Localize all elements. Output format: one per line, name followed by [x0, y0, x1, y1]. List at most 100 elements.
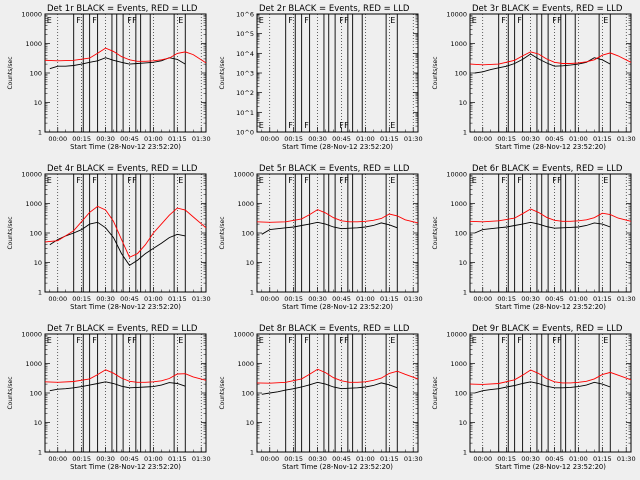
event-marker: F — [76, 336, 81, 345]
event-marker: F — [132, 336, 137, 345]
event-marker: F — [288, 176, 293, 185]
y-axis-label: Counts/sec — [219, 216, 226, 249]
y-axis-label: Counts/sec — [7, 376, 14, 409]
event-marker: F — [304, 176, 309, 185]
event-marker: F — [552, 176, 557, 185]
event-marker: F — [339, 176, 344, 185]
x-tick-label: 00:00 — [260, 455, 279, 463]
x-tick-label: 00:30 — [308, 135, 327, 143]
y-tick-label: 10 — [246, 259, 254, 267]
event-marker: F — [92, 176, 97, 185]
panel-det-9r: Det 9r BLACK = Events, RED = LLD Counts/s… — [432, 324, 636, 471]
panel-title: Det 7r BLACK = Events, RED = LLD — [47, 324, 198, 334]
panel-det-1r: Det 1r BLACK = Events, RED = LLD Counts/s… — [7, 4, 211, 151]
x-tick-label: 00:45 — [545, 135, 564, 143]
event-marker: F — [76, 16, 81, 25]
plot-frame — [469, 13, 632, 133]
event-marker: F — [552, 336, 557, 345]
series-line-events — [49, 221, 186, 267]
x-tick-label: 00:00 — [48, 295, 67, 303]
y-tick-label: 10 — [34, 419, 42, 427]
event-marker: E — [603, 176, 608, 185]
series-line-events — [49, 381, 186, 392]
event-marker: E — [390, 16, 395, 25]
series-line-lld — [256, 209, 419, 224]
y-tick-label: 10 — [459, 99, 467, 107]
x-axis-label: Start Time (28-Nov-12 23:52:20) — [70, 463, 181, 471]
y-tick-label: 100 — [455, 230, 467, 238]
x-axis-label: Start Time (28-Nov-12 23:52:20) — [282, 463, 393, 471]
y-tick-label: 1 — [250, 289, 254, 297]
event-marker: F — [304, 336, 309, 345]
y-axis-label: Counts/sec — [219, 376, 226, 409]
x-tick-label: 00:15 — [284, 295, 303, 303]
y-tick-label: 100 — [30, 70, 42, 78]
series-line-lld — [469, 51, 632, 66]
y-tick-label: 100 — [242, 390, 254, 398]
y-tick-label: 10000 — [446, 171, 467, 179]
y-tick-label: 1 — [463, 289, 467, 297]
x-tick-label: 01:00 — [569, 295, 588, 303]
y-tick-label: 1000 — [237, 360, 254, 368]
y-tick-label: 10^0 — [236, 129, 254, 137]
x-tick-label: 00:45 — [332, 135, 351, 143]
x-tick-label: 01:30 — [617, 455, 636, 463]
event-marker: F — [127, 176, 132, 185]
x-axis-label: Start Time (28-Nov-12 23:52:20) — [495, 463, 606, 471]
x-tick-label: 01:00 — [144, 295, 163, 303]
series-line-events — [261, 221, 398, 235]
x-tick-label: 01:00 — [569, 455, 588, 463]
event-marker: F — [517, 336, 522, 345]
x-tick-label: 00:45 — [545, 295, 564, 303]
y-tick-label: 100 — [455, 390, 467, 398]
y-tick-label: 10000 — [446, 11, 467, 19]
y-tick-label: 10 — [459, 259, 467, 267]
x-tick-label: 01:15 — [168, 455, 187, 463]
series-line-events — [474, 221, 611, 234]
x-tick-label: 01:30 — [192, 135, 211, 143]
x-tick-label: 00:30 — [308, 295, 327, 303]
series-line-events — [474, 381, 611, 394]
y-tick-label: 10000 — [233, 331, 254, 339]
event-marker: E — [259, 16, 264, 25]
x-tick-label: 01:15 — [380, 295, 399, 303]
x-axis-label: Start Time (28-Nov-12 23:52:20) — [70, 303, 181, 311]
event-marker: F — [501, 336, 506, 345]
event-marker: F — [557, 176, 562, 185]
panel-title: Det 3r BLACK = Events, RED = LLD — [472, 4, 623, 14]
y-axis-label: Counts/sec — [432, 216, 439, 249]
x-tick-label: 00:00 — [473, 135, 492, 143]
x-tick-label: 00:00 — [473, 295, 492, 303]
panel-det-3r: Det 3r BLACK = Events, RED = LLD Counts/s… — [432, 4, 636, 151]
x-tick-label: 01:30 — [192, 455, 211, 463]
y-tick-label: 10^4 — [236, 50, 254, 58]
panel-det-7r: Det 7r BLACK = Events, RED = LLD Counts/s… — [7, 324, 211, 471]
x-tick-label: 01:30 — [617, 135, 636, 143]
series-line-lld — [469, 369, 632, 385]
y-tick-label: 1 — [463, 449, 467, 457]
panel-title: Det 4r BLACK = Events, RED = LLD — [47, 164, 198, 174]
y-tick-label: 10 — [34, 99, 42, 107]
event-marker: F — [288, 121, 293, 130]
event-marker: E — [390, 336, 395, 345]
x-tick-label: 01:15 — [593, 135, 612, 143]
x-axis-label: Start Time (28-Nov-12 23:52:20) — [282, 303, 393, 311]
x-tick-label: 00:45 — [120, 135, 139, 143]
x-tick-label: 00:45 — [120, 295, 139, 303]
y-tick-label: 1000 — [25, 360, 42, 368]
series-line-lld — [469, 208, 632, 223]
event-marker: E — [259, 176, 264, 185]
x-tick-label: 00:00 — [48, 135, 67, 143]
x-tick-label: 00:45 — [120, 455, 139, 463]
series-line-lld — [44, 369, 207, 383]
y-tick-label: 10000 — [21, 171, 42, 179]
x-tick-label: 00:15 — [284, 455, 303, 463]
x-axis-label: Start Time (28-Nov-12 23:52:20) — [495, 143, 606, 151]
x-axis-label: Start Time (28-Nov-12 23:52:20) — [495, 303, 606, 311]
panel-title: Det 8r BLACK = Events, RED = LLD — [259, 324, 410, 334]
x-tick-label: 00:45 — [332, 295, 351, 303]
x-tick-label: 01:15 — [168, 135, 187, 143]
y-tick-label: 10^6 — [236, 11, 254, 19]
y-tick-label: 10 — [246, 419, 254, 427]
x-tick-label: 00:30 — [521, 295, 540, 303]
